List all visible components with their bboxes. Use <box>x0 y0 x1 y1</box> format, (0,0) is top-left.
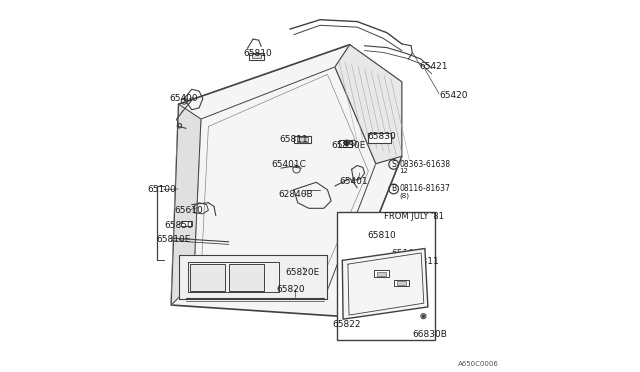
Text: 65830E: 65830E <box>331 141 365 150</box>
Text: 65830: 65830 <box>367 132 396 141</box>
Text: 65810E: 65810E <box>156 235 191 244</box>
Polygon shape <box>335 45 402 164</box>
Bar <box>397 281 406 285</box>
Text: S: S <box>391 160 396 169</box>
Text: 66830B: 66830B <box>412 330 447 339</box>
Polygon shape <box>172 45 402 316</box>
Text: (8): (8) <box>399 192 410 199</box>
Text: B: B <box>391 185 396 193</box>
Polygon shape <box>342 248 428 319</box>
Text: 12: 12 <box>399 168 408 174</box>
Text: 65810: 65810 <box>367 231 396 240</box>
Text: 08363-61638: 08363-61638 <box>399 160 451 169</box>
Text: 65810: 65810 <box>244 49 273 58</box>
Bar <box>252 54 261 58</box>
Text: 65820: 65820 <box>276 285 305 294</box>
Text: 65400: 65400 <box>170 94 198 103</box>
Bar <box>190 264 225 291</box>
Bar <box>294 136 310 143</box>
Bar <box>297 137 308 142</box>
Bar <box>374 270 389 277</box>
Text: 65100: 65100 <box>392 249 420 258</box>
Text: 65850: 65850 <box>164 221 193 230</box>
Bar <box>250 53 264 60</box>
Text: 65420: 65420 <box>439 92 468 100</box>
Polygon shape <box>172 104 201 305</box>
Text: 65811: 65811 <box>410 257 439 266</box>
Circle shape <box>344 140 349 145</box>
Bar <box>180 221 191 226</box>
Text: 65820E: 65820E <box>286 268 320 277</box>
Bar <box>229 264 264 291</box>
Text: 65822: 65822 <box>332 320 360 329</box>
Bar <box>337 212 435 340</box>
Bar <box>376 272 386 276</box>
Text: 65610: 65610 <box>174 206 203 215</box>
Text: 65100: 65100 <box>147 185 176 194</box>
Circle shape <box>422 315 424 317</box>
Polygon shape <box>179 255 328 299</box>
Text: 65421: 65421 <box>420 62 448 71</box>
Text: 65401C: 65401C <box>271 160 307 169</box>
Text: A650C0006: A650C0006 <box>458 361 499 367</box>
Text: 08116-81637: 08116-81637 <box>399 185 451 193</box>
Bar <box>339 140 351 147</box>
Bar <box>367 133 390 143</box>
Bar <box>394 280 408 286</box>
Text: 62840B: 62840B <box>278 190 313 199</box>
Text: 65401: 65401 <box>339 177 368 186</box>
Text: 65811: 65811 <box>279 135 308 144</box>
Text: FROM JULY '81: FROM JULY '81 <box>384 212 444 221</box>
